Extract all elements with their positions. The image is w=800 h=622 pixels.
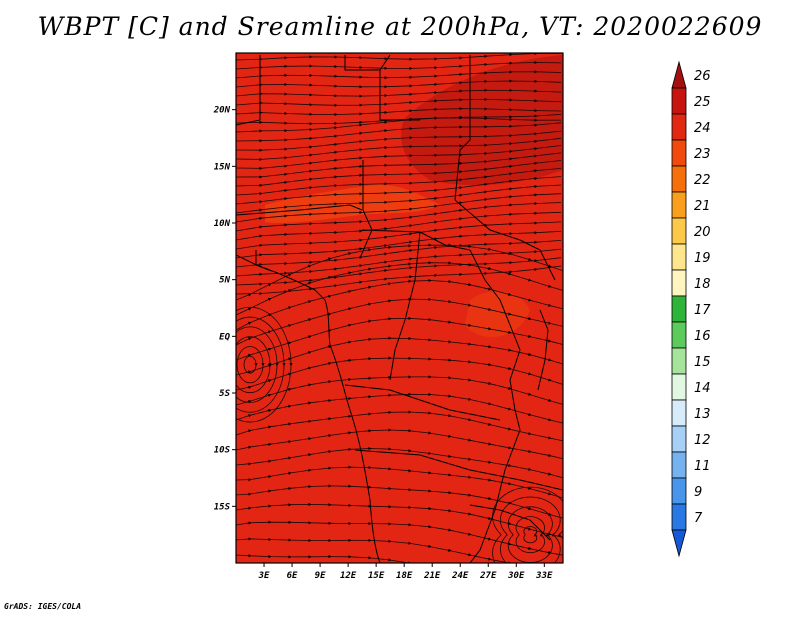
colorbar-swatch — [671, 321, 687, 349]
colorbar-label: 7 — [694, 511, 703, 526]
map-panel — [236, 53, 563, 563]
colorbar-label: 9 — [694, 485, 702, 500]
lon-tick-label: 21E — [423, 571, 441, 581]
colorbar-label: 26 — [694, 69, 711, 84]
colorbar-swatch — [671, 269, 687, 297]
lat-tick-label: 15N — [214, 162, 231, 172]
map-title: WBPT [C] and Sreamline at 200hPa, VT: 20… — [37, 12, 763, 41]
lon-tick-label: 3E — [258, 571, 270, 581]
streamline — [523, 526, 538, 544]
colorbar-label: 22 — [694, 173, 711, 188]
longitude-axis: 3E 6E 9E 12E 15E 18E 21E 24E 27E 30E 33E — [258, 563, 553, 581]
streamline — [236, 70, 562, 80]
colorbar-label: 12 — [694, 433, 711, 448]
lon-tick-label: 30E — [507, 571, 525, 581]
lon-tick-label: 15E — [368, 571, 385, 581]
colorbar-label: 13 — [694, 407, 711, 422]
streamline — [236, 53, 562, 61]
colorbar-label: 21 — [694, 199, 711, 214]
coastlines-and-borders — [236, 54, 563, 563]
colorbar-swatch — [671, 295, 687, 323]
streamline — [236, 107, 562, 117]
streamline — [236, 79, 562, 89]
streamlines — [236, 53, 563, 563]
streamline — [492, 486, 563, 563]
streamline — [236, 346, 265, 384]
lon-tick-label: 12E — [340, 571, 357, 581]
colorbar-swatch — [671, 191, 687, 219]
streamline — [507, 506, 553, 563]
colorbar-swatch — [671, 113, 687, 141]
streamline — [236, 554, 552, 563]
streamline — [236, 392, 563, 424]
colorbar-swatch — [671, 503, 687, 531]
colorbar-label: 16 — [694, 329, 711, 344]
credit-text: GrADS: IGES/COLA — [4, 602, 82, 611]
colorbar-swatch — [671, 347, 687, 375]
lat-tick-label: 15S — [214, 502, 231, 512]
colorbar-bottom-arrow — [671, 529, 687, 558]
colorbar-label: 15 — [694, 355, 711, 370]
colorbar-swatch — [671, 243, 687, 271]
latitude-axis: 20N 15N 10N 5N EQ 5S 10S 15S — [213, 106, 236, 512]
lat-tick-label: 5N — [219, 276, 230, 286]
colorbar-label: 25 — [694, 95, 711, 110]
colorbar-swatch — [671, 477, 687, 505]
lat-tick-label: 5S — [219, 389, 230, 399]
colorbar-swatch — [671, 399, 687, 427]
colorbar-swatch — [671, 451, 687, 479]
colorbar-label: 23 — [694, 147, 711, 162]
colorbar-swatch — [671, 373, 687, 401]
colorbar-label: 24 — [694, 121, 711, 136]
lon-tick-label: 6E — [287, 571, 298, 581]
streamline — [236, 316, 286, 413]
streamline — [515, 516, 545, 554]
lon-tick-label: 27E — [479, 571, 497, 581]
lat-tick-label: 20N — [213, 106, 231, 116]
lon-tick-label: 18E — [396, 571, 413, 581]
streamline — [243, 355, 258, 374]
colorbar-top-arrow — [671, 60, 687, 89]
streamline — [236, 88, 562, 98]
streamline — [236, 306, 293, 423]
lon-tick-label: 9E — [315, 571, 326, 581]
colorbar-label: 20 — [694, 225, 711, 240]
lat-tick-label: 10S — [214, 446, 231, 456]
colorbar-swatch — [671, 425, 687, 453]
streamline — [236, 537, 552, 563]
streamline — [236, 97, 562, 107]
lat-tick-label: 10N — [214, 219, 231, 229]
colorbar-swatch — [671, 87, 687, 115]
colorbar-label: 18 — [694, 277, 711, 292]
lon-tick-label: 24E — [451, 571, 469, 581]
map-frame — [235, 52, 564, 564]
colorbar-swatch — [671, 217, 687, 245]
colorbar-label: 17 — [694, 303, 711, 318]
colorbar-swatch — [671, 165, 687, 193]
lat-tick-label: EQ — [219, 332, 230, 342]
colorbar-label: 14 — [694, 381, 711, 396]
colorbar-swatch — [671, 139, 687, 167]
streamline — [236, 326, 279, 403]
streamline — [236, 336, 272, 394]
lon-tick-label: 33E — [535, 571, 553, 581]
colorbar-label: 19 — [694, 251, 711, 266]
colorbar-label: 11 — [694, 459, 711, 474]
streamline — [236, 60, 562, 71]
colorbar: 26 25 24 23 22 21 20 19 18 17 16 15 14 13 12 11 9 7 — [671, 60, 711, 558]
streamline — [500, 496, 561, 563]
